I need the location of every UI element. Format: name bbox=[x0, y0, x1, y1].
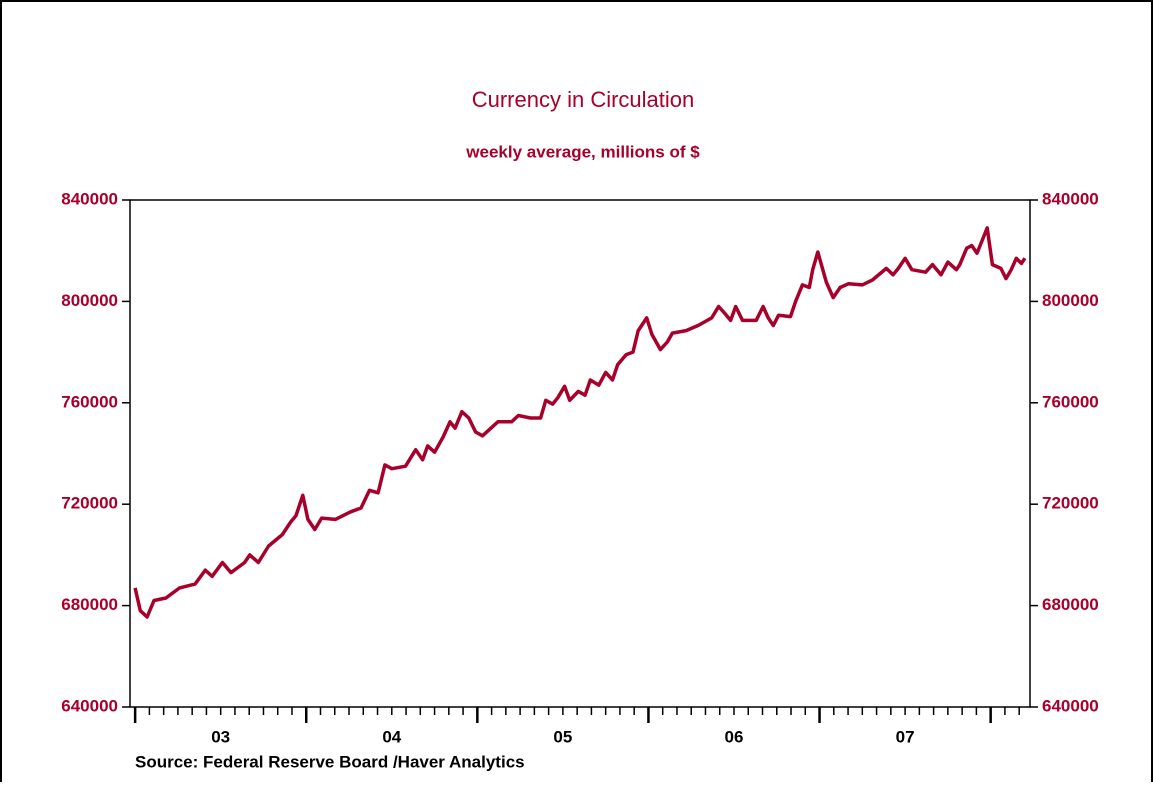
plot-frame bbox=[129, 199, 1031, 708]
y2-tick-label: 720000 bbox=[1042, 494, 1099, 513]
x-tick-label: 07 bbox=[896, 727, 915, 746]
y-tick-label: 720000 bbox=[61, 494, 118, 513]
chart-title: Currency in Circulation bbox=[472, 87, 695, 112]
x-tick-label: 05 bbox=[553, 727, 572, 746]
data-line bbox=[133, 226, 1027, 619]
y-tick-label: 840000 bbox=[61, 189, 118, 208]
y-tick-label: 680000 bbox=[61, 595, 118, 614]
source-note: Source: Federal Reserve Board /Haver Ana… bbox=[135, 752, 525, 771]
y2-tick-label: 680000 bbox=[1042, 595, 1099, 614]
x-tick-label: 03 bbox=[211, 727, 230, 746]
x-tick-label: 06 bbox=[725, 727, 744, 746]
y2-tick-label: 800000 bbox=[1042, 291, 1099, 310]
y2-tick-label: 640000 bbox=[1042, 696, 1099, 715]
chart-subtitle: weekly average, millions of $ bbox=[465, 142, 700, 161]
x-tick-label: 04 bbox=[382, 727, 401, 746]
y-tick-label: 640000 bbox=[61, 696, 118, 715]
y2-tick-label: 760000 bbox=[1042, 392, 1099, 411]
y-tick-label: 800000 bbox=[61, 291, 118, 310]
y2-tick-label: 840000 bbox=[1042, 189, 1099, 208]
y-tick-label: 760000 bbox=[61, 392, 118, 411]
